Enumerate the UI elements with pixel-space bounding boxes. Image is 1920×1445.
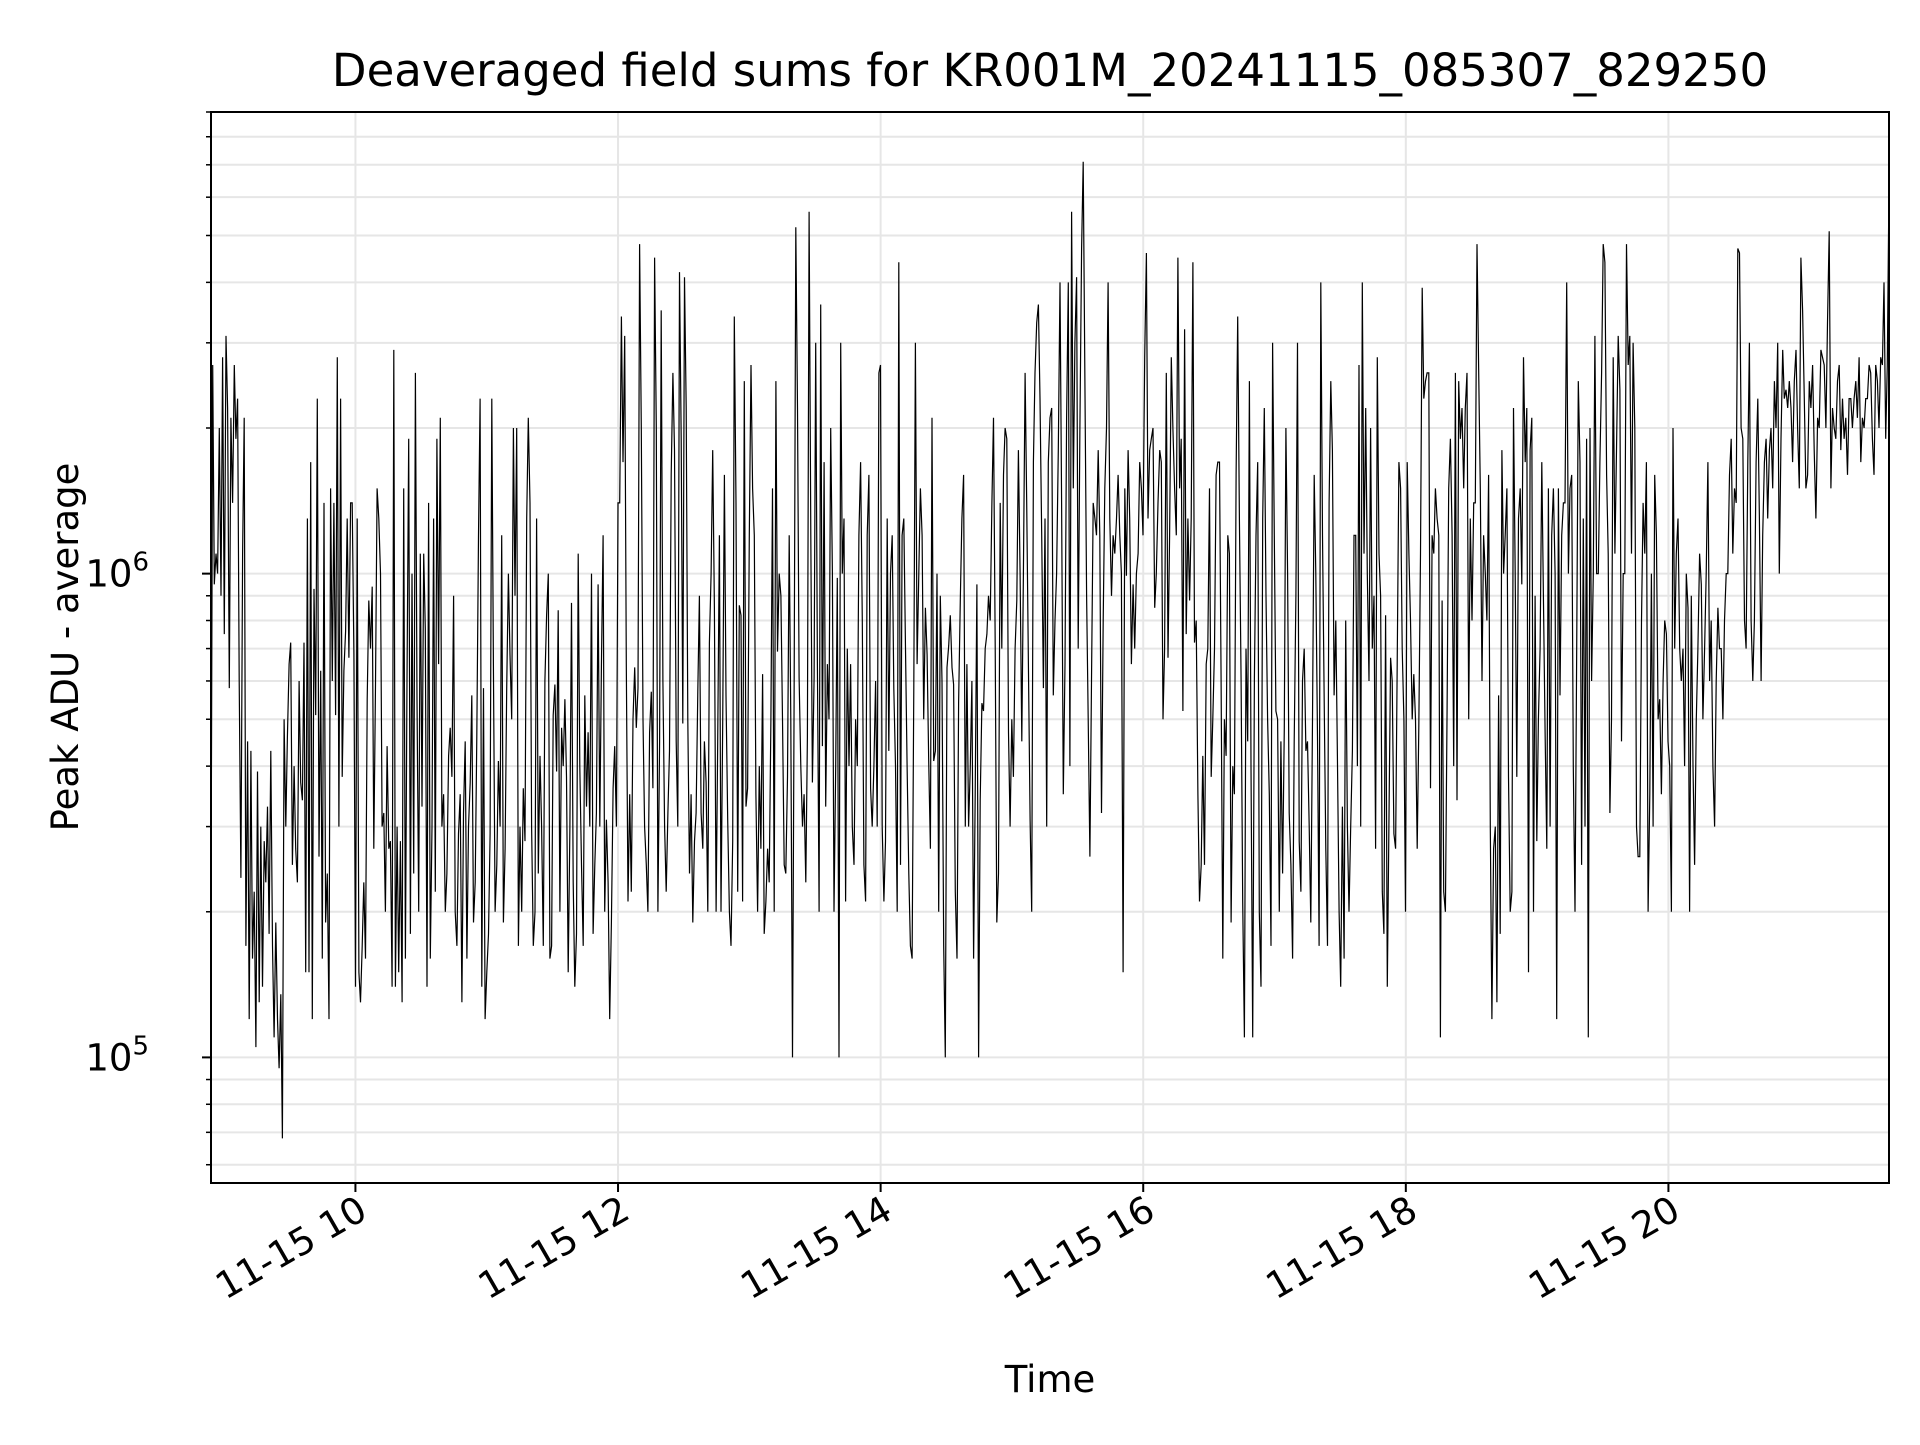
chart-title: Deaveraged field sums for KR001M_2024111…: [332, 44, 1768, 97]
y-tick-label-exponent: 5: [132, 1031, 149, 1061]
y-tick-label-exponent: 6: [132, 548, 149, 578]
y-tick-label: 106: [85, 548, 149, 596]
y-tick-label: 105: [85, 1031, 149, 1079]
plot-frame: [210, 111, 1890, 1184]
y-tick-label-base: 10: [85, 1036, 132, 1079]
series-line: [210, 161, 1890, 1139]
y-tick-label-base: 10: [85, 553, 132, 596]
x-axis-label: Time: [1004, 1358, 1096, 1401]
plot-area: [210, 161, 1890, 1139]
y-axis-label: Peak ADU - average: [44, 463, 87, 832]
